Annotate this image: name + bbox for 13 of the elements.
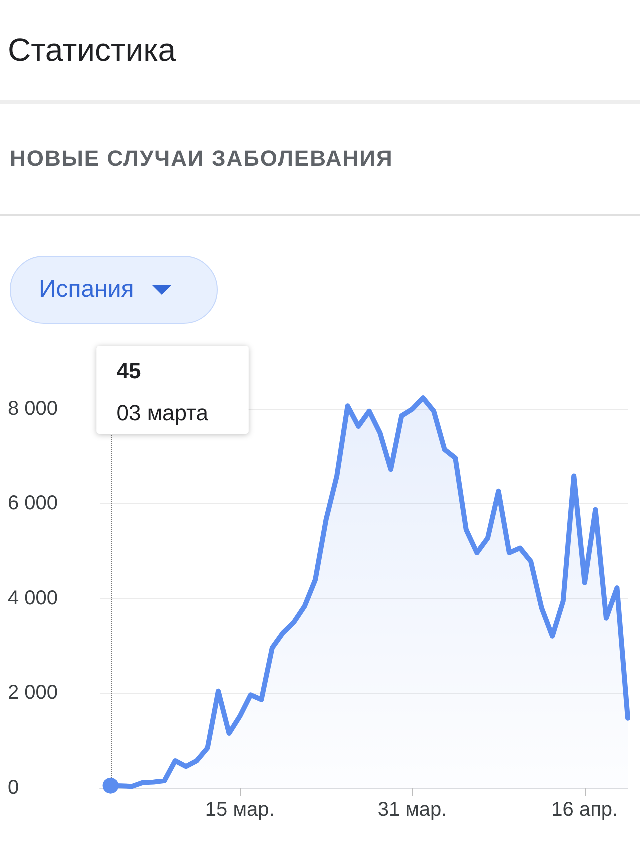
x-tick-label: 15 мар. <box>205 799 275 821</box>
text: Испания <box>39 276 134 304</box>
y-tick-label: 4 000 <box>8 587 58 610</box>
x-tick-label: 31 мар. <box>378 799 448 821</box>
text: 45 <box>116 358 142 384</box>
y-tick-label: 6 000 <box>8 492 58 515</box>
x-tick-label: 16 апр. <box>552 799 618 821</box>
y-tick-label: 2 000 <box>8 682 58 704</box>
annotation: 03 марта <box>116 400 210 426</box>
y-tick-label: 0 <box>8 777 20 799</box>
y-tick-label: 8 000 <box>8 398 58 420</box>
chart-subtitle: НОВЫЕ СЛУЧАИ ЗАБОЛЕВАНИЯ <box>10 146 394 172</box>
chart-title: Статистика <box>8 32 176 68</box>
